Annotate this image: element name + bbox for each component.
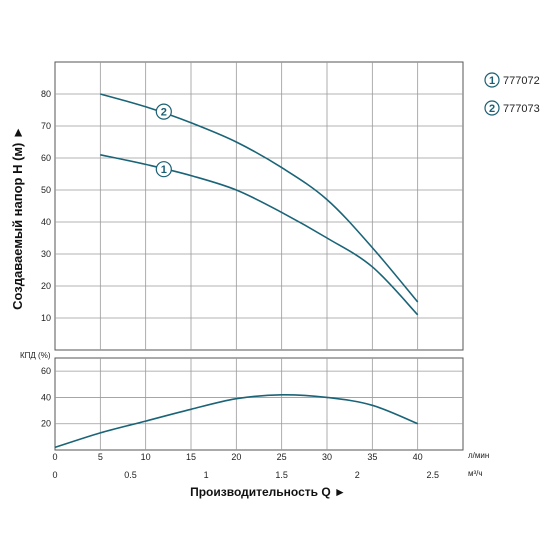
x-tick-label-primary: 30	[322, 452, 332, 462]
head-chart-frame	[54, 61, 464, 351]
x-tick-label-primary: 25	[277, 452, 287, 462]
legend-marker-2	[484, 100, 500, 116]
head-y-tick-label: 20	[41, 281, 51, 291]
efficiency-y-tick-label: 60	[41, 366, 51, 376]
x-tick-label-secondary: 1	[204, 470, 209, 480]
curve-marker-2	[155, 103, 172, 120]
legend-entry-2: 2 777073	[484, 100, 540, 116]
efficiency-chart-frame	[54, 357, 464, 451]
efficiency-y-tick-label: 40	[41, 392, 51, 402]
head-curve-1	[100, 154, 419, 316]
x-tick-label-secondary: 2.5	[427, 470, 440, 480]
legend-marker-label-2: 2	[489, 103, 495, 115]
head-y-tick-label: 80	[41, 89, 51, 99]
x-tick-label-primary: 15	[186, 452, 196, 462]
x-tick-label-secondary: 0.5	[124, 470, 137, 480]
legend-marker-label-1: 1	[489, 75, 495, 87]
x-tick-label-secondary: 2	[355, 470, 360, 480]
efficiency-chart-curves	[54, 393, 419, 449]
legend-marker-1	[484, 72, 500, 88]
head-chart-curves	[100, 93, 419, 316]
x-tick-label-secondary: 1.5	[275, 470, 288, 480]
head-y-tick-label: 60	[41, 153, 51, 163]
efficiency-y-axis-title: КПД (%)	[20, 351, 51, 360]
curve-marker-1	[155, 161, 172, 178]
axis-ticks: 0 5 10 15 20 25 30 35 40 10 20 30 40 50 60 70 80 20 40 60 0 0…	[41, 89, 439, 480]
efficiency-curve	[54, 393, 419, 449]
head-y-axis-title: Создаваемый напор H (м) ►	[10, 126, 25, 310]
x-tick-label-primary: 10	[141, 452, 151, 462]
legend-entry-1: 1 777072	[484, 72, 540, 88]
head-y-tick-label: 70	[41, 121, 51, 131]
efficiency-chart-grid	[54, 357, 464, 451]
x-tick-label-primary: 35	[367, 452, 377, 462]
x-tick-label-primary: 20	[231, 452, 241, 462]
head-y-tick-label: 40	[41, 217, 51, 227]
x-axis-title: Производительность Q ►	[190, 485, 346, 499]
x-tick-label-primary: 5	[98, 452, 103, 462]
x-axis-unit-secondary: м³/ч	[468, 469, 483, 478]
legend-label-1: 777072	[503, 75, 540, 87]
x-tick-label-primary: 40	[413, 452, 423, 462]
efficiency-y-tick-label: 20	[41, 419, 51, 429]
head-y-tick-label: 30	[41, 249, 51, 259]
legend-label-2: 777073	[503, 103, 540, 115]
curve-markers: 12	[155, 103, 172, 178]
curve-marker-label-1: 1	[161, 164, 167, 176]
head-y-tick-label: 50	[41, 185, 51, 195]
x-tick-label-secondary: 0	[52, 470, 57, 480]
legend: 1 777072 2 777073	[484, 72, 540, 116]
head-curve-2	[100, 93, 419, 303]
x-tick-label-primary: 0	[52, 452, 57, 462]
curve-marker-label-2: 2	[161, 107, 167, 119]
head-y-tick-label: 10	[41, 313, 51, 323]
x-axis-unit-primary: л/мин	[468, 451, 489, 460]
head-chart-grid	[54, 61, 464, 351]
